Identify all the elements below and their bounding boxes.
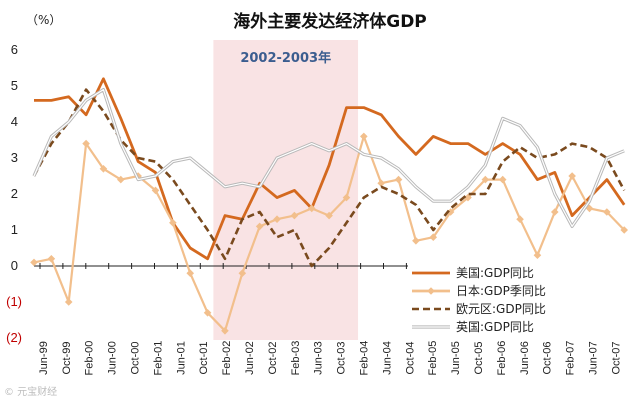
data-point xyxy=(412,237,420,245)
series-line-inner xyxy=(33,89,625,227)
data-point xyxy=(550,208,559,216)
data-point xyxy=(273,215,281,223)
y-tick-label: 3 xyxy=(11,150,18,165)
x-tick-label: Oct-01 xyxy=(198,341,210,374)
x-tick-label: Jun-02 xyxy=(244,341,256,375)
axes-layer: 6 5 4 3 2 1 0 (1) (2) Jun-99 Oct-99 Feb-00 Jun-00 Oct… xyxy=(6,42,630,375)
shaded-period-label: 2002-2003年 xyxy=(240,50,331,66)
x-tick-label: Feb-02 xyxy=(221,341,233,376)
y-tick-label: 6 xyxy=(11,42,18,57)
legend-box xyxy=(408,262,630,338)
y-tick-label: 5 xyxy=(11,78,18,93)
data-point xyxy=(603,208,611,216)
y-tick-label: (1) xyxy=(6,294,22,309)
series-3 xyxy=(32,88,626,268)
chart-title: 海外主要发达经济体GDP xyxy=(233,11,427,32)
data-point xyxy=(446,208,455,216)
series-line xyxy=(34,77,626,261)
legend-marker xyxy=(427,287,435,295)
data-point xyxy=(116,175,125,184)
x-tick-label: Feb-01 xyxy=(152,341,164,376)
x-tick-label: Oct-03 xyxy=(336,341,348,374)
y-tick-label: 1 xyxy=(11,222,18,237)
watermark-text: © 元宝财经 xyxy=(4,385,57,398)
y-tick-label: 4 xyxy=(11,114,18,129)
x-tick-label: Feb-06 xyxy=(496,341,508,376)
x-tick-label: Feb-05 xyxy=(427,341,439,376)
data-point xyxy=(464,193,472,202)
series-line xyxy=(32,88,626,268)
series-4 xyxy=(32,88,625,228)
x-tick-label: Oct-05 xyxy=(473,341,485,374)
x-tick-label: Jun-99 xyxy=(38,341,50,375)
data-point xyxy=(64,298,73,306)
data-point xyxy=(255,222,264,231)
x-tick-label: Oct-04 xyxy=(404,341,416,374)
data-point xyxy=(82,139,90,148)
x-tick-label: Feb-00 xyxy=(84,341,96,376)
data-point xyxy=(169,219,177,227)
data-point xyxy=(342,193,351,202)
data-point xyxy=(429,233,438,241)
x-tick-label: Oct-02 xyxy=(267,341,279,374)
x-tick-label: Jun-01 xyxy=(175,341,187,375)
series-1 xyxy=(34,77,626,261)
data-point xyxy=(186,269,195,277)
x-tick-label: Jun-07 xyxy=(588,341,600,375)
data-point xyxy=(360,132,368,141)
data-point xyxy=(47,255,56,263)
legend-label: 美国:GDP同比 xyxy=(456,266,534,280)
data-point xyxy=(516,215,524,223)
y-tick-label: 0 xyxy=(11,258,18,273)
y-tick-label: (2) xyxy=(6,330,22,345)
legend-item: 日本:GDP季同比 xyxy=(412,284,546,298)
data-point xyxy=(307,204,316,213)
legend-item: 美国:GDP同比 xyxy=(412,266,534,280)
x-tick-label: Oct-06 xyxy=(542,341,554,374)
data-point xyxy=(377,179,385,187)
data-point xyxy=(325,211,333,220)
legend-label: 日本:GDP季同比 xyxy=(456,284,546,298)
series-layer xyxy=(30,77,629,335)
data-point xyxy=(568,172,576,180)
data-point xyxy=(481,175,490,184)
x-tick-label: Oct-00 xyxy=(130,341,142,374)
y-tick-label: 2 xyxy=(11,186,18,201)
x-tick-label: Feb-04 xyxy=(359,341,371,376)
data-point xyxy=(498,175,507,184)
x-tick-label: Oct-99 xyxy=(61,341,73,374)
x-tick-label: Feb-03 xyxy=(290,341,302,376)
legend-item: 英国:GDP同比 xyxy=(412,320,534,334)
data-point xyxy=(620,226,629,234)
x-tick-label: Jun-03 xyxy=(313,341,325,375)
data-point xyxy=(533,251,542,259)
x-tick-label: Jun-05 xyxy=(450,341,462,375)
x-tick-label: Jun-04 xyxy=(381,341,393,375)
data-point xyxy=(203,309,212,317)
x-tick-label: Jun-00 xyxy=(107,341,119,375)
legend-label: 英国:GDP同比 xyxy=(456,320,534,334)
y-axis-unit-label: （%） xyxy=(26,13,61,27)
data-point xyxy=(99,165,108,173)
data-point xyxy=(394,175,403,184)
data-point xyxy=(238,269,247,277)
data-point xyxy=(221,327,229,335)
legend-label: 欧元区:GDP同比 xyxy=(456,302,546,316)
legend-item: 欧元区:GDP同比 xyxy=(412,302,546,316)
x-tick-label: Feb-07 xyxy=(565,341,577,376)
data-point xyxy=(290,211,299,220)
data-point xyxy=(151,186,160,195)
x-tick-label: Oct-07 xyxy=(610,341,622,374)
x-tick-label: Jun-06 xyxy=(519,341,531,375)
data-point xyxy=(30,258,38,267)
